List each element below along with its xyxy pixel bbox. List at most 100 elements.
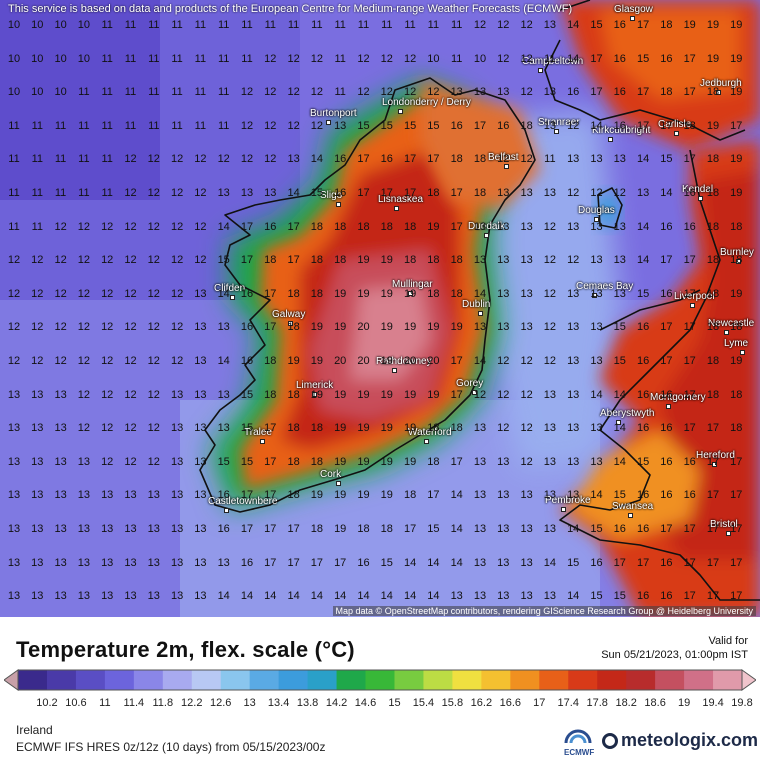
city-marker-icon: [260, 439, 265, 444]
scale-tick-label: 11: [99, 697, 111, 709]
grid-value: 18: [264, 254, 277, 267]
grid-value: 12: [170, 287, 184, 300]
grid-value: 17: [636, 86, 650, 99]
grid-value: 12: [287, 52, 300, 65]
grid-value: 19: [380, 355, 393, 367]
grid-value: 12: [264, 153, 277, 166]
city-label: Dublin: [462, 299, 491, 310]
city-marker-icon: [484, 233, 489, 238]
grid-value: 17: [683, 254, 696, 267]
grid-value: 13: [31, 556, 44, 569]
city-marker-icon: [554, 129, 559, 134]
scale-tick-label: 14.2: [325, 697, 348, 709]
grid-value: 16: [660, 556, 673, 569]
grid-value: 11: [31, 187, 44, 199]
grid-value: 14: [636, 254, 650, 267]
grid-value: 15: [380, 556, 393, 569]
grid-value: 12: [7, 287, 21, 300]
grid-value: 17: [730, 455, 743, 468]
grid-value: 12: [520, 422, 533, 435]
grid-value: 19: [403, 388, 417, 401]
grid-value: 13: [590, 321, 603, 334]
grid-value: 11: [217, 119, 230, 132]
grid-value: 12: [31, 321, 44, 334]
grid-value: 13: [31, 455, 44, 468]
grid-value: 19: [287, 355, 300, 367]
grid-value: 11: [241, 52, 253, 65]
city-label: Limerick: [296, 380, 334, 391]
grid-value: 11: [194, 52, 207, 65]
grid-value: 18: [427, 455, 440, 468]
grid-value: 17: [380, 187, 393, 199]
grid-value: 14: [567, 523, 580, 535]
grid-value: 12: [31, 254, 44, 267]
ecmwf-notice: This service is based on data and produc…: [8, 3, 573, 15]
grid-value: 17: [427, 489, 440, 502]
grid-value: 18: [450, 422, 463, 435]
grid-value: 13: [497, 455, 510, 468]
grid-value: 20: [334, 355, 347, 367]
grid-value: 13: [194, 455, 207, 468]
grid-value: 13: [613, 153, 626, 166]
grid-value: 17: [683, 321, 696, 334]
city-label: Jedburgh: [700, 78, 742, 89]
grid-value: 17: [264, 455, 277, 468]
grid-value: 13: [194, 287, 207, 300]
grid-value: 12: [590, 187, 603, 199]
grid-value: 12: [194, 153, 207, 166]
grid-value: 14: [613, 455, 626, 468]
grid-value: 13: [450, 590, 463, 603]
grid-value: 18: [310, 523, 324, 535]
grid-value: 16: [613, 52, 626, 65]
grid-value: 11: [31, 119, 44, 132]
grid-value: 13: [497, 321, 510, 334]
grid-value: 11: [101, 119, 113, 132]
forecast-map[interactable]: This service is based on data and produc…: [0, 0, 760, 617]
scale-frame: [17, 669, 743, 691]
grid-value: 19: [403, 422, 417, 435]
grid-value: 12: [170, 187, 184, 199]
city-label: Mullingar: [392, 279, 433, 290]
grid-value: 13: [170, 590, 184, 603]
grid-value: 13: [497, 187, 510, 199]
grid-value: 12: [147, 355, 160, 367]
grid-value: 18: [287, 287, 300, 300]
grid-value: 12: [567, 119, 580, 132]
grid-value: 18: [380, 523, 393, 535]
grid-value: 11: [544, 153, 556, 166]
grid-value: 19: [380, 254, 393, 267]
grid-value: 13: [217, 187, 230, 199]
grid-value: 13: [217, 422, 230, 435]
grid-value: 11: [287, 19, 300, 31]
map-attribution[interactable]: Map data © OpenStreetMap contributors, r…: [332, 606, 756, 616]
grid-value: 15: [240, 455, 254, 468]
grid-value: 17: [706, 455, 720, 468]
grid-value: 17: [264, 489, 277, 502]
meteologix-brand[interactable]: meteologix.com: [602, 730, 758, 751]
grid-value: 11: [334, 86, 346, 99]
grid-value: 13: [590, 355, 603, 367]
color-scale: [4, 669, 756, 691]
grid-value: 13: [590, 153, 603, 166]
grid-value: 13: [54, 590, 67, 603]
grid-value: 12: [520, 52, 533, 65]
city-marker-icon: [630, 16, 635, 21]
grid-value: 20: [427, 355, 440, 367]
grid-value: 11: [217, 52, 230, 65]
grid-value: 11: [217, 86, 230, 99]
grid-value: 17: [357, 187, 370, 199]
grid-value: 13: [497, 287, 510, 300]
grid-value: 12: [357, 52, 370, 65]
grid-value: 14: [590, 119, 603, 132]
grid-value: 13: [567, 489, 580, 502]
city-label: Aberystwyth: [600, 408, 655, 419]
grid-value: 14: [613, 422, 626, 435]
grid-value: 20: [403, 355, 417, 367]
grid-value: 12: [101, 321, 114, 334]
map-title: Temperature 2m, flex. scale (°C): [16, 637, 355, 662]
scale-tick-label: 12.6: [210, 697, 232, 709]
grid-value: 16: [660, 489, 673, 502]
grid-value: 16: [240, 287, 254, 300]
grid-value: 19: [310, 489, 324, 502]
scale-min-arrow: [4, 669, 19, 691]
